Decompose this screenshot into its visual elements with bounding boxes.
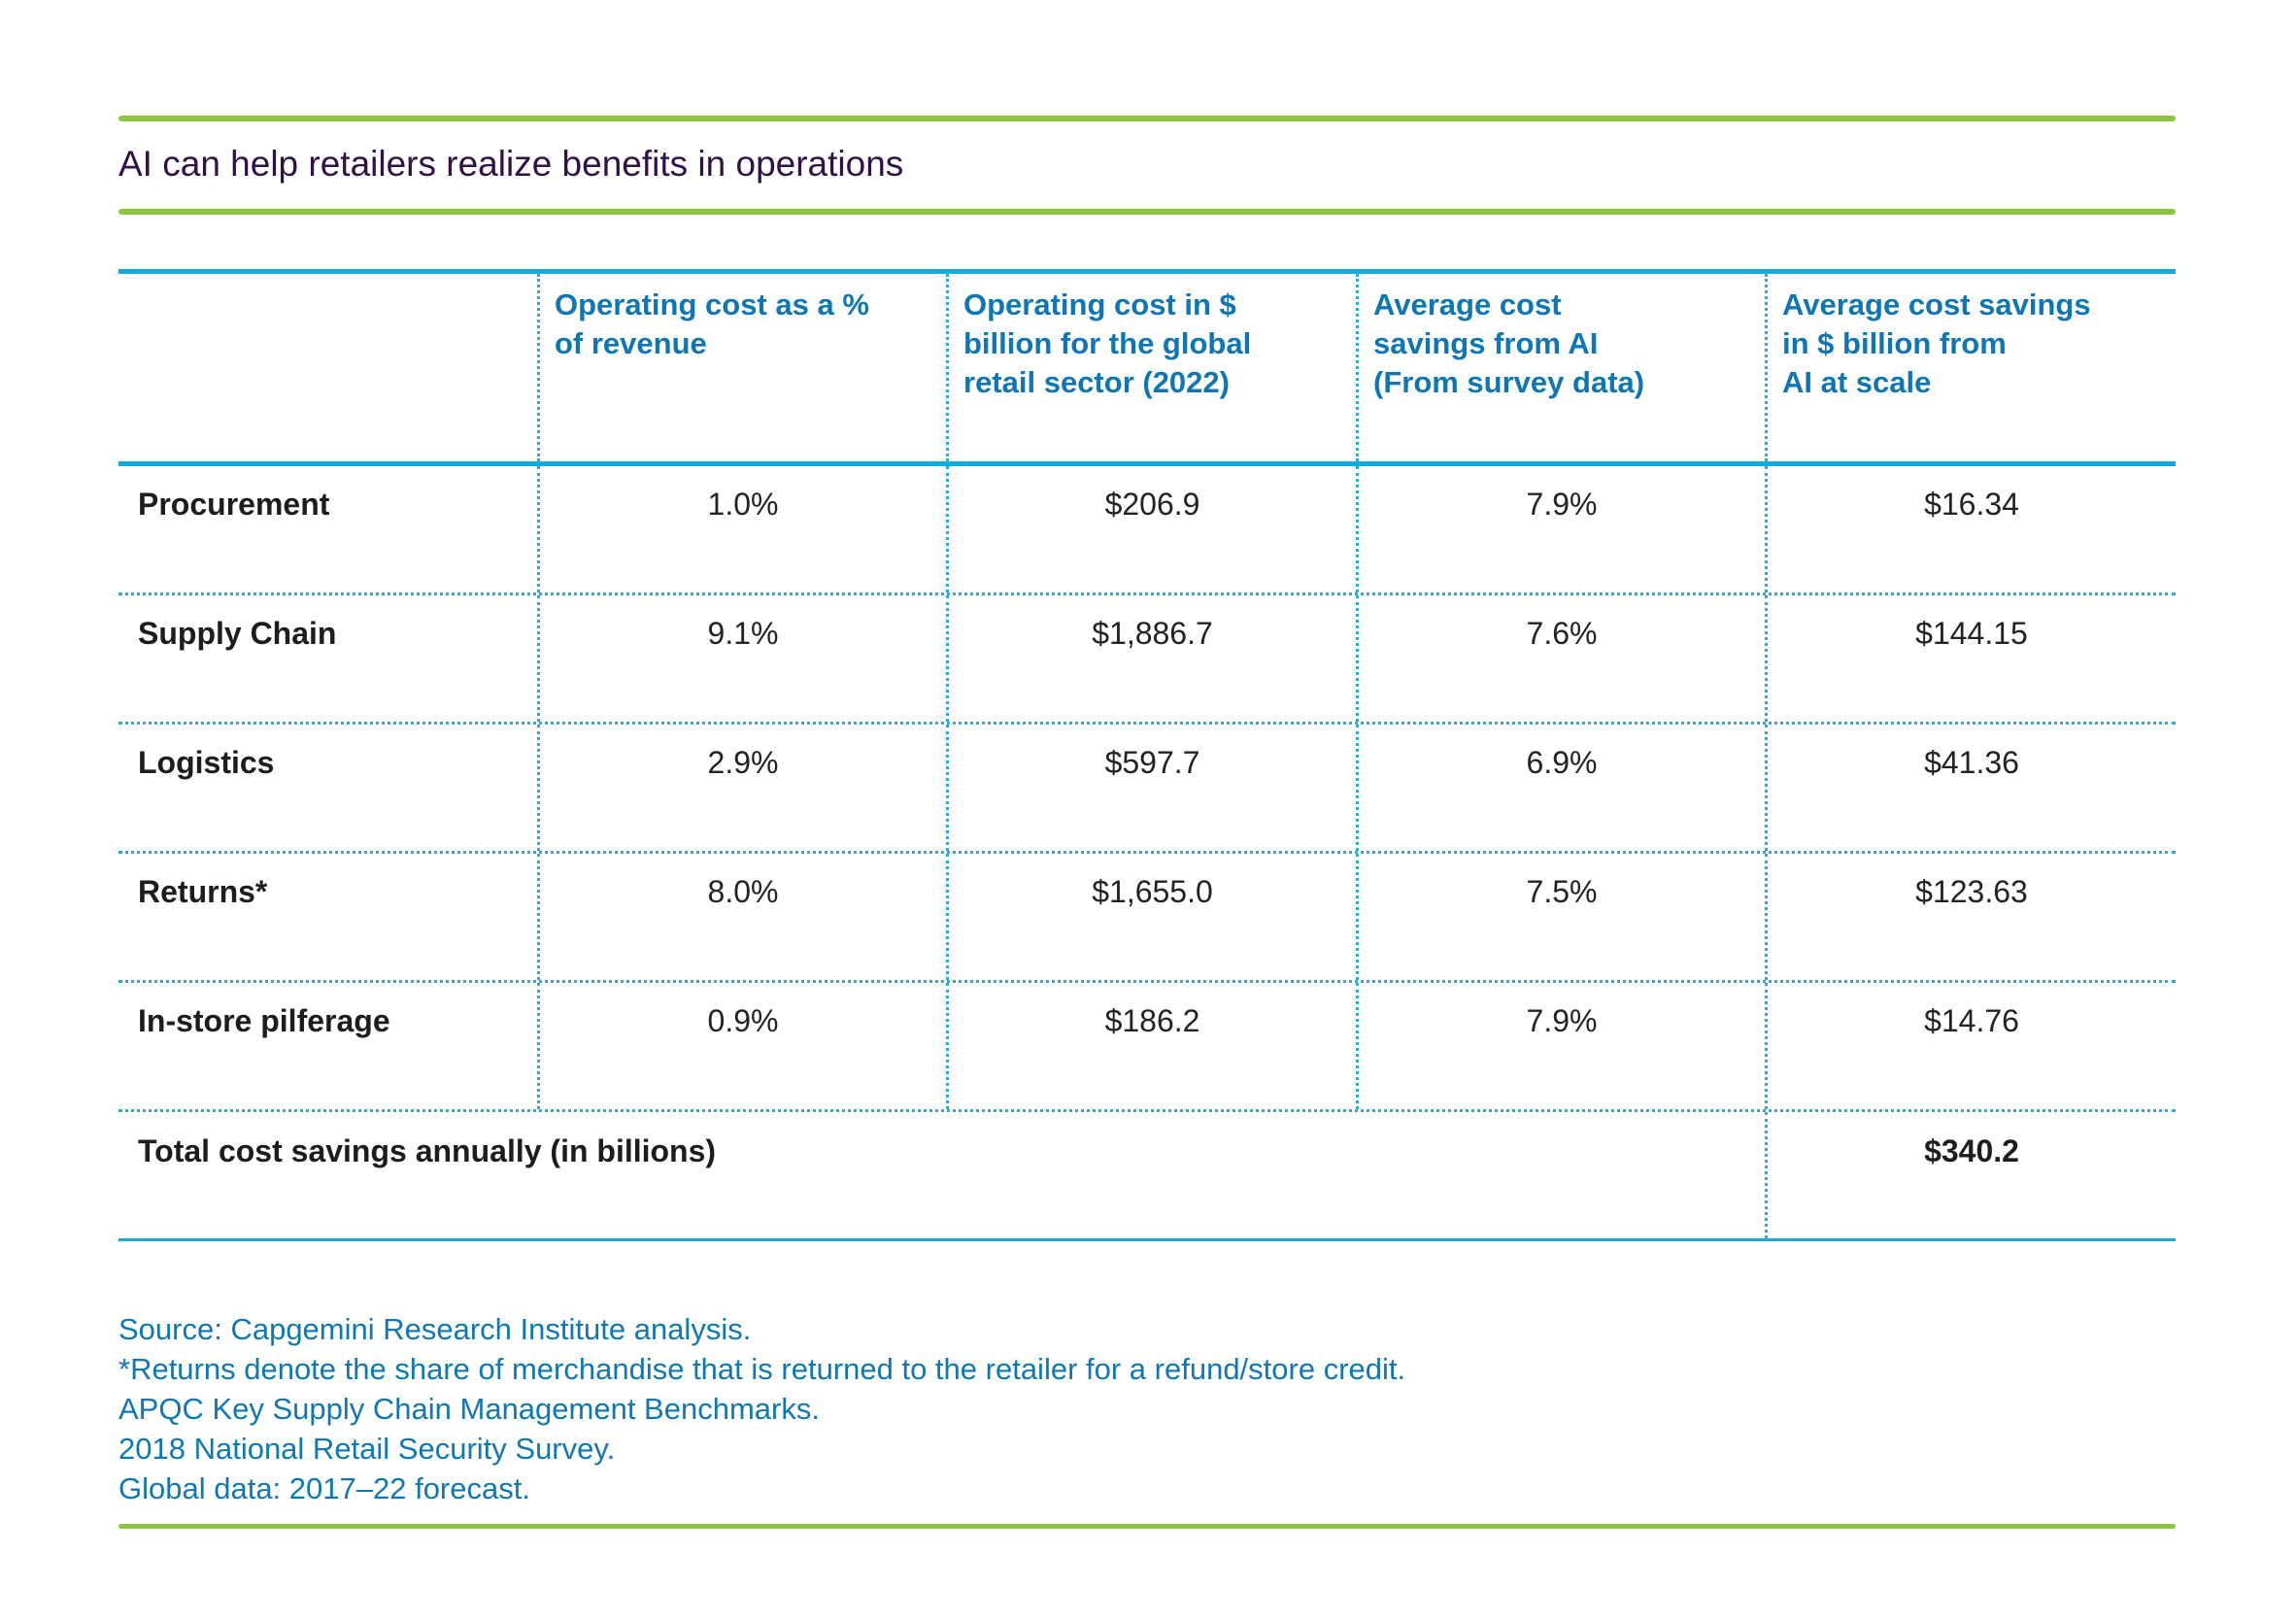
row-value: $1,886.7 — [946, 595, 1356, 722]
row-value: 7.6% — [1356, 595, 1765, 722]
green-rule-top — [118, 116, 2176, 121]
row-value: 7.5% — [1356, 854, 1765, 980]
row-label: Supply Chain — [138, 616, 337, 651]
footnote-source: Source: Capgemini Research Institute ana… — [118, 1312, 752, 1346]
row-label: In-store pilferage — [138, 1003, 390, 1038]
benefits-table: Operating cost as a % of revenue Operati… — [118, 269, 2176, 1241]
row-value: 7.9% — [1356, 466, 1765, 592]
footnote-nrss: 2018 National Retail Security Survey. — [118, 1432, 616, 1466]
table-row-returns: Returns* 8.0% $1,655.0 7.5% $123.63 — [118, 851, 2176, 980]
row-label: Procurement — [138, 487, 330, 522]
row-value: 2.9% — [537, 725, 946, 851]
row-value: 9.1% — [537, 595, 946, 722]
green-rule-bottom — [118, 1524, 2176, 1529]
figure-content: AI can help retailers realize benefits i… — [118, 116, 2176, 1529]
footnote-apqc: APQC Key Supply Chain Management Benchma… — [118, 1392, 820, 1426]
row-value: 7.9% — [1356, 983, 1765, 1109]
row-value: $14.76 — [1765, 983, 2176, 1109]
row-value: 6.9% — [1356, 725, 1765, 851]
row-value: $1,655.0 — [946, 854, 1356, 980]
footnote-global-data: Global data: 2017–22 forecast. — [118, 1471, 530, 1505]
footnotes: Source: Capgemini Research Institute ana… — [118, 1309, 2176, 1508]
green-rule-under-title — [118, 209, 2176, 215]
row-value: 1.0% — [537, 466, 946, 592]
row-value: $597.7 — [946, 725, 1356, 851]
row-value: $144.15 — [1765, 595, 2176, 722]
table-row-total: Total cost savings annually (in billions… — [118, 1109, 2176, 1238]
row-label: Returns* — [138, 874, 268, 909]
row-label: Logistics — [138, 745, 275, 780]
header-operating-cost-pct: Operating cost as a % of revenue — [537, 274, 946, 461]
table-row-supply-chain: Supply Chain 9.1% $1,886.7 7.6% $144.15 — [118, 592, 2176, 722]
header-avg-savings-survey: Average cost savings from AI (From surve… — [1356, 274, 1765, 461]
row-value: $206.9 — [946, 466, 1356, 592]
footnote-returns-definition: *Returns denote the share of merchandise… — [118, 1352, 1406, 1386]
figure-title: AI can help retailers realize benefits i… — [118, 144, 904, 184]
table-row-in-store-pilferage: In-store pilferage 0.9% $186.2 7.9% $14.… — [118, 980, 2176, 1109]
row-value: 8.0% — [537, 854, 946, 980]
header-corner-cell — [118, 274, 537, 461]
row-value: $123.63 — [1765, 854, 2176, 980]
total-value: $340.2 — [1765, 1112, 2176, 1238]
table-row-procurement: Procurement 1.0% $206.9 7.9% $16.34 — [118, 466, 2176, 592]
row-value: $41.36 — [1765, 725, 2176, 851]
row-value: 0.9% — [537, 983, 946, 1109]
header-operating-cost-billion: Operating cost in $ billion for the glob… — [946, 274, 1356, 461]
row-value: $186.2 — [946, 983, 1356, 1109]
table-row-logistics: Logistics 2.9% $597.7 6.9% $41.36 — [118, 722, 2176, 851]
row-value: $16.34 — [1765, 466, 2176, 592]
table-header-row: Operating cost as a % of revenue Operati… — [118, 269, 2176, 466]
header-avg-savings-scale: Average cost savings in $ billion from A… — [1765, 274, 2176, 461]
total-label: Total cost savings annually (in billions… — [138, 1133, 717, 1168]
